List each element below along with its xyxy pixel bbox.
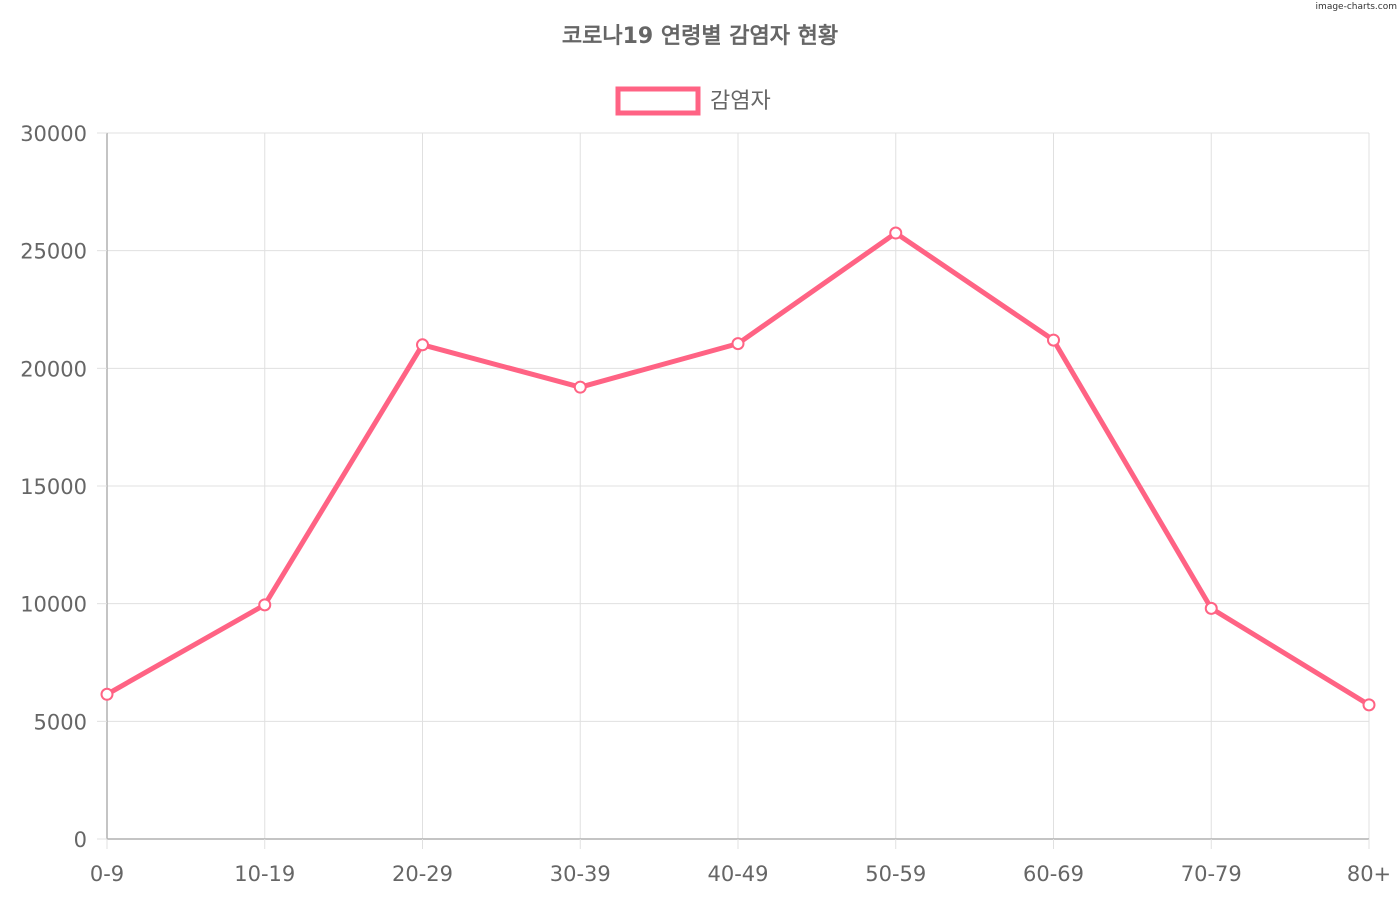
x-tick-label: 10-19 (234, 862, 295, 886)
legend-label: 감염자 (710, 89, 771, 114)
watermark: image-charts.com (1316, 2, 1397, 12)
data-point[interactable] (416, 338, 429, 352)
y-axis-ticks: 0 5000 10000 15000 20000 25000 30000 (20, 122, 107, 852)
data-point[interactable] (258, 598, 272, 612)
y-tick-label: 0 (74, 828, 87, 852)
data-point[interactable] (731, 337, 745, 351)
y-tick-label: 15000 (20, 475, 87, 499)
y-tick-label: 5000 (34, 710, 87, 734)
data-point[interactable] (573, 380, 587, 394)
x-tick-label: 20-29 (392, 862, 453, 886)
data-point[interactable] (100, 687, 114, 701)
y-tick-label: 25000 (20, 240, 87, 264)
data-point[interactable] (1047, 333, 1060, 347)
x-tick-label: 40-49 (707, 862, 768, 886)
grid (107, 132, 1370, 839)
x-tick-label: 80+ (1347, 862, 1391, 886)
legend[interactable]: 감염자 (615, 86, 771, 116)
points-layer (100, 226, 1376, 712)
chart-title: 코로나19 연령별 감염자 현황 (562, 24, 838, 49)
x-tick-label: 30-39 (550, 862, 611, 886)
x-tick-label: 0-9 (90, 862, 124, 886)
x-tick-label: 60-69 (1023, 862, 1084, 886)
y-tick-label: 20000 (20, 357, 87, 381)
x-tick-label: 50-59 (865, 862, 926, 886)
data-point[interactable] (1362, 698, 1376, 712)
y-tick-label: 30000 (20, 122, 87, 146)
legend-swatch (615, 86, 701, 116)
y-tick-label: 10000 (20, 593, 87, 617)
x-tick-label: 70-79 (1181, 862, 1242, 886)
x-axis-ticks: 0-9 10-19 20-29 30-39 40-49 50-59 60-69 70-79 80… (90, 839, 1391, 886)
data-point[interactable] (1204, 601, 1218, 615)
data-point[interactable] (889, 226, 903, 240)
